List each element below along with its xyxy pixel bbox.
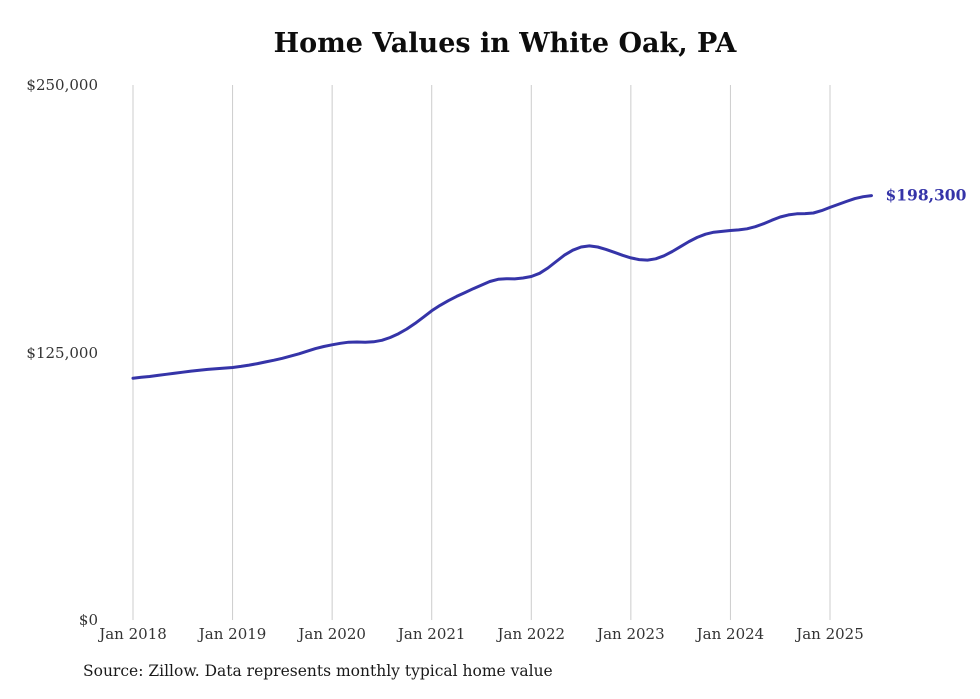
x-tick-label: Jan 2024 bbox=[696, 625, 765, 643]
chart-title: Home Values in White Oak, PA bbox=[273, 28, 737, 59]
y-tick-label: $125,000 bbox=[26, 343, 98, 362]
x-tick-label: Jan 2018 bbox=[99, 625, 167, 643]
x-tick-label: Jan 2022 bbox=[497, 625, 566, 643]
x-tick-label: Jan 2019 bbox=[198, 625, 267, 643]
value-line bbox=[131, 194, 873, 380]
y-tick-label: $0 bbox=[78, 611, 98, 629]
x-tick-label: Jan 2025 bbox=[796, 625, 864, 643]
source-note: Source: Zillow. Data represents monthly … bbox=[83, 662, 553, 680]
y-tick-label: $250,000 bbox=[26, 76, 98, 94]
x-tick-label: Jan 2021 bbox=[397, 625, 466, 643]
x-tick-label: Jan 2023 bbox=[597, 625, 665, 643]
x-tick-label: Jan 2020 bbox=[298, 625, 366, 643]
end-value-label: $198,300 bbox=[885, 186, 966, 205]
